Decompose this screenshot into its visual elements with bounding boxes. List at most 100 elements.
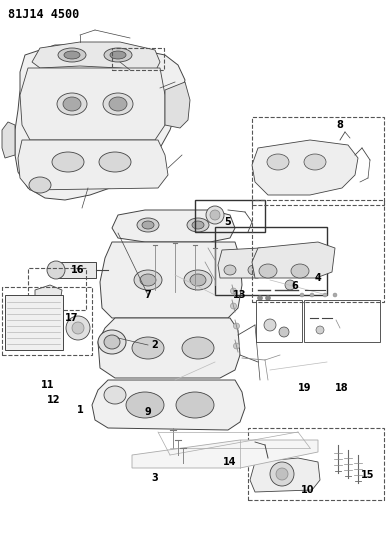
Polygon shape xyxy=(20,68,165,140)
Ellipse shape xyxy=(192,221,204,229)
Ellipse shape xyxy=(110,51,126,59)
Polygon shape xyxy=(15,45,185,200)
Circle shape xyxy=(276,468,288,480)
Text: 19: 19 xyxy=(298,383,312,393)
Bar xyxy=(112,48,164,70)
Ellipse shape xyxy=(58,48,86,62)
Polygon shape xyxy=(165,82,190,128)
Polygon shape xyxy=(112,210,235,242)
Ellipse shape xyxy=(126,392,164,418)
Circle shape xyxy=(258,295,263,301)
Text: 15: 15 xyxy=(361,470,375,480)
Ellipse shape xyxy=(99,152,131,172)
Polygon shape xyxy=(18,140,168,190)
Polygon shape xyxy=(252,242,335,278)
Circle shape xyxy=(233,343,240,349)
Circle shape xyxy=(333,293,337,297)
Ellipse shape xyxy=(137,218,159,232)
Text: 2: 2 xyxy=(152,340,158,350)
Text: 10: 10 xyxy=(301,485,315,495)
Polygon shape xyxy=(250,458,320,492)
Circle shape xyxy=(270,462,294,486)
Circle shape xyxy=(206,206,224,224)
Text: 6: 6 xyxy=(292,281,298,291)
Ellipse shape xyxy=(267,154,289,170)
Circle shape xyxy=(266,295,270,301)
Ellipse shape xyxy=(140,274,156,286)
Circle shape xyxy=(316,326,324,334)
Ellipse shape xyxy=(52,152,84,172)
Ellipse shape xyxy=(248,265,260,275)
Polygon shape xyxy=(2,122,15,158)
Circle shape xyxy=(47,261,65,279)
Bar xyxy=(5,295,63,350)
Ellipse shape xyxy=(134,270,162,290)
Ellipse shape xyxy=(190,274,206,286)
Ellipse shape xyxy=(63,97,81,111)
Ellipse shape xyxy=(142,221,154,229)
Polygon shape xyxy=(92,380,245,430)
Ellipse shape xyxy=(64,51,80,59)
Ellipse shape xyxy=(109,97,127,111)
Text: 1: 1 xyxy=(77,405,83,415)
Polygon shape xyxy=(38,310,60,328)
Ellipse shape xyxy=(98,330,126,354)
Bar xyxy=(195,200,265,232)
Polygon shape xyxy=(218,248,270,278)
Bar xyxy=(304,300,380,342)
Text: 9: 9 xyxy=(145,407,151,417)
Ellipse shape xyxy=(104,48,132,62)
Bar xyxy=(248,428,384,500)
Circle shape xyxy=(264,319,276,331)
Polygon shape xyxy=(100,242,242,318)
Bar xyxy=(58,262,96,278)
Circle shape xyxy=(310,293,314,297)
Polygon shape xyxy=(32,42,160,72)
Text: 14: 14 xyxy=(223,457,237,467)
Text: 16: 16 xyxy=(71,265,85,275)
Text: 3: 3 xyxy=(152,473,158,483)
Polygon shape xyxy=(132,440,318,468)
Circle shape xyxy=(323,293,327,297)
Bar xyxy=(28,268,86,310)
Circle shape xyxy=(231,303,237,309)
Text: 4: 4 xyxy=(315,273,321,283)
Ellipse shape xyxy=(57,93,87,115)
Text: 8: 8 xyxy=(336,120,343,130)
Ellipse shape xyxy=(104,335,120,349)
Ellipse shape xyxy=(29,177,51,193)
Ellipse shape xyxy=(187,218,209,232)
Text: 81J14 4500: 81J14 4500 xyxy=(8,8,79,21)
Bar xyxy=(2,287,92,355)
Text: 12: 12 xyxy=(47,395,61,405)
Circle shape xyxy=(233,323,240,329)
Circle shape xyxy=(66,316,90,340)
Ellipse shape xyxy=(132,337,164,359)
Circle shape xyxy=(210,210,220,220)
Polygon shape xyxy=(35,285,62,308)
Ellipse shape xyxy=(224,265,236,275)
Bar xyxy=(256,300,302,342)
Text: 18: 18 xyxy=(335,383,349,393)
Text: 17: 17 xyxy=(65,313,79,323)
Ellipse shape xyxy=(304,154,326,170)
Ellipse shape xyxy=(104,386,126,404)
Circle shape xyxy=(300,293,304,297)
Polygon shape xyxy=(98,318,240,378)
Ellipse shape xyxy=(291,264,309,278)
Text: 7: 7 xyxy=(145,290,151,300)
Polygon shape xyxy=(252,140,358,195)
Circle shape xyxy=(72,322,84,334)
Ellipse shape xyxy=(176,392,214,418)
Bar xyxy=(252,200,384,302)
Circle shape xyxy=(279,327,289,337)
Text: 13: 13 xyxy=(233,290,247,300)
Bar xyxy=(215,227,327,295)
Ellipse shape xyxy=(103,93,133,115)
Circle shape xyxy=(231,288,237,294)
Ellipse shape xyxy=(184,270,212,290)
Ellipse shape xyxy=(259,264,277,278)
Bar xyxy=(252,117,384,205)
Circle shape xyxy=(285,280,295,290)
Text: 11: 11 xyxy=(41,380,55,390)
